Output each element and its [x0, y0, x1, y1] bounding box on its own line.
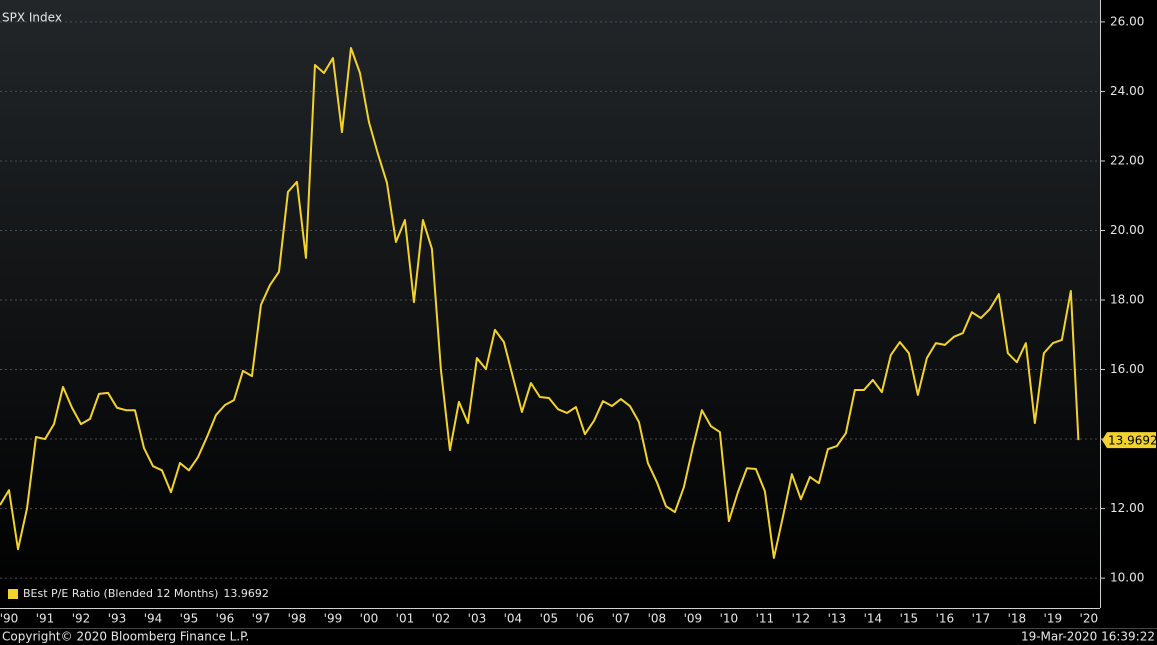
axis-background: [1100, 0, 1157, 645]
y-tick-label: 12.00: [1110, 501, 1144, 515]
legend-swatch: [8, 589, 18, 599]
x-tick-label: '96: [216, 612, 235, 626]
x-tick-label: '95: [180, 612, 199, 626]
x-tick-label: '11: [756, 612, 775, 626]
y-tick-label: 10.00: [1110, 571, 1144, 585]
x-tick-label: '19: [1044, 612, 1063, 626]
x-tick-label: '15: [900, 612, 919, 626]
y-tick-label: 20.00: [1110, 223, 1144, 237]
x-tick-label: '06: [576, 612, 595, 626]
marks: [0, 46, 1080, 559]
x-tick-label: '94: [144, 612, 163, 626]
y-tick-label: 18.00: [1110, 293, 1144, 307]
x-tick-label: '07: [612, 612, 631, 626]
x-tick-label: '01: [396, 612, 415, 626]
x-tick-label: '98: [288, 612, 307, 626]
line-series: [0, 46, 1080, 559]
x-tick-label: '20: [1080, 612, 1099, 626]
x-tick-label: '99: [324, 612, 343, 626]
y-tick-label: 22.00: [1110, 153, 1144, 167]
x-tick-label: '93: [108, 612, 127, 626]
footer-timestamp: 19-Mar-2020 16:39:22: [1021, 630, 1155, 644]
x-tick-label: '08: [648, 612, 667, 626]
x-tick-label: '03: [468, 612, 487, 626]
x-tick-label: '92: [72, 612, 91, 626]
y-tick-label: 26.00: [1110, 14, 1144, 28]
x-tick-label: '00: [360, 612, 379, 626]
x-tick-label: '04: [504, 612, 523, 626]
last-value-label: 13.9692: [1108, 434, 1157, 448]
grid: [0, 21, 1100, 579]
x-tick-label: '02: [432, 612, 451, 626]
plot-background: [0, 0, 1100, 608]
chart-title: SPX Index: [2, 11, 62, 25]
x-tick-label: '90: [0, 612, 18, 626]
x-tick-label: '10: [720, 612, 739, 626]
footer-background: [0, 608, 1157, 645]
x-tick-label: '18: [1008, 612, 1027, 626]
x-tick-label: '09: [684, 612, 703, 626]
y-tick-label: 16.00: [1110, 362, 1144, 376]
legend-label: BEst P/E Ratio (Blended 12 Months): [23, 587, 218, 600]
x-tick-label: '16: [936, 612, 955, 626]
x-tick-label: '12: [792, 612, 811, 626]
footer-copyright: Copyright© 2020 Bloomberg Finance L.P.: [2, 630, 249, 644]
x-tick-label: '17: [972, 612, 991, 626]
x-tick-label: '14: [864, 612, 883, 626]
x-tick-label: '13: [828, 612, 847, 626]
last-value-tag: [1102, 432, 1156, 449]
legend-value: 13.9692: [223, 587, 269, 600]
x-tick-label: '05: [540, 612, 559, 626]
y-tick-label: 24.00: [1110, 84, 1144, 98]
x-tick-label: '97: [252, 612, 271, 626]
x-tick-label: '91: [36, 612, 55, 626]
